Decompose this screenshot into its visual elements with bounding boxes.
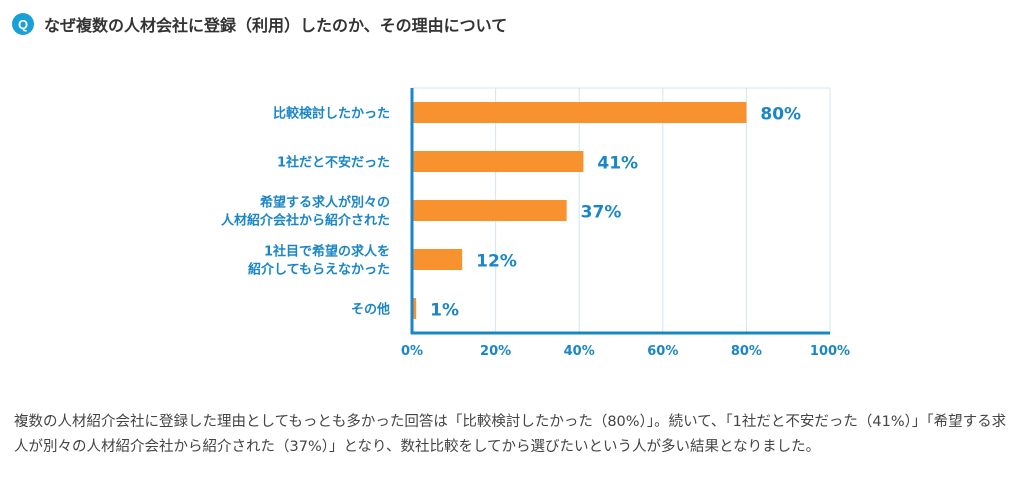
category-label: その他 <box>351 302 390 318</box>
x-tick-label: 60% <box>647 344 678 359</box>
bar <box>412 200 567 221</box>
bar <box>412 298 417 319</box>
data-label: 41% <box>597 154 638 174</box>
question-title: なぜ複数の人材会社に登録（利用）したのか、その理由について <box>44 16 508 35</box>
category-label: 1社だと不安だった <box>277 155 390 171</box>
x-tick-label: 0% <box>401 344 423 359</box>
category-label: 希望する求人が別々の <box>260 195 390 211</box>
x-tick-label: 20% <box>480 344 511 359</box>
category-label: 人材紹介会社から紹介された <box>221 213 390 229</box>
x-tick-label: 80% <box>731 344 762 359</box>
chart-description: 複数の人材紹介会社に登録した理由としてもっとも多かった回答は「比較検討したかった… <box>14 414 1007 456</box>
bar <box>412 249 463 270</box>
data-label: 37% <box>581 203 622 223</box>
category-label: 紹介してもらえなかった <box>248 262 390 278</box>
data-label: 12% <box>476 252 517 272</box>
data-label: 80% <box>760 105 801 125</box>
bar <box>412 102 747 123</box>
x-tick-label: 40% <box>564 344 595 359</box>
category-label: 比較検討したかった <box>273 106 390 122</box>
bar <box>412 151 584 172</box>
data-label: 1% <box>430 301 459 321</box>
question-header: Q なぜ複数の人材会社に登録（利用）したのか、その理由について <box>12 12 507 36</box>
bar-chart: 0% 20% 40% 60% 80% 100% 80% 比較検討したかった 41% 1社だと不安だ… <box>221 87 850 359</box>
question-badge-icon: Q <box>12 13 34 35</box>
category-label: 1社目で希望の求人を <box>264 244 390 260</box>
x-tick-label: 100% <box>810 344 850 359</box>
